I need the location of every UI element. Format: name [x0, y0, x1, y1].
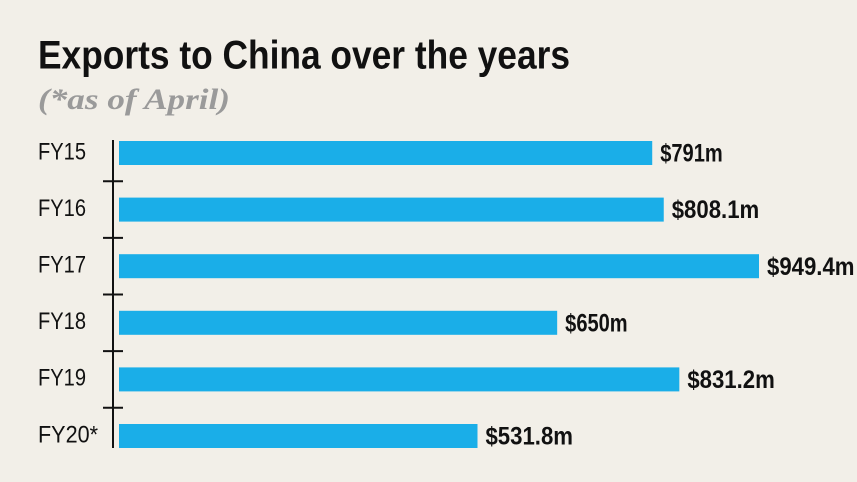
y-tick-label: FY20* — [38, 421, 98, 448]
value-label: $949.4m — [767, 253, 855, 281]
bar — [119, 254, 759, 279]
bar — [119, 310, 558, 335]
value-label: $650m — [565, 309, 628, 337]
chart-subtitle: (*as of April) — [38, 83, 230, 116]
y-tick-label: FY15 — [38, 138, 86, 165]
separators — [103, 180, 123, 409]
value-label: $831.2m — [687, 366, 775, 394]
bar — [119, 197, 664, 222]
value-label: $791m — [660, 140, 723, 168]
bar — [119, 424, 478, 448]
value-label: $808.1m — [672, 196, 760, 224]
chart-title: Exports to China over the years — [38, 34, 570, 78]
y-tick-label: FY18 — [38, 308, 86, 335]
bar — [119, 141, 653, 165]
y-tick-label: FY19 — [38, 365, 86, 392]
bar — [119, 367, 680, 392]
value-label: $531.8m — [485, 423, 573, 451]
y-tick-label: FY16 — [38, 195, 86, 222]
y-tick-label: FY17 — [38, 252, 86, 279]
